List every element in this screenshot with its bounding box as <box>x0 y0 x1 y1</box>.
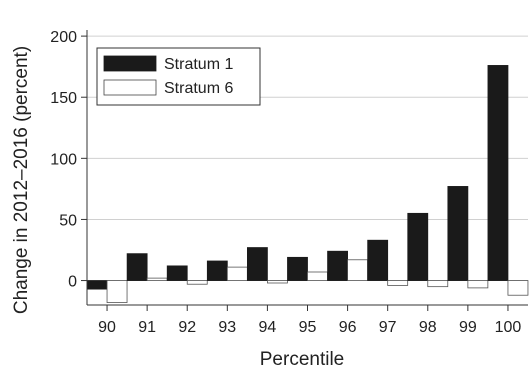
x-tick-label-95: 95 <box>299 319 317 336</box>
bar-stratum-1-95 <box>287 256 308 281</box>
bar-stratum-1-94 <box>247 247 268 281</box>
bar-stratum-6-93 <box>226 266 248 281</box>
x-tick-label-99: 99 <box>459 319 477 336</box>
bar-stratum-6-94 <box>267 280 288 284</box>
bar-stratum-1-93 <box>206 260 228 281</box>
bar-stratum-6-99 <box>467 280 489 289</box>
bars <box>86 65 529 303</box>
bar-stratum-1-90 <box>86 280 108 290</box>
bar-stratum-1-92 <box>166 265 188 281</box>
bar-stratum-1-98 <box>407 212 429 281</box>
legend-label-stratum-6: Stratum 6 <box>164 80 233 97</box>
x-tick-label-96: 96 <box>339 319 357 336</box>
y-tick-label-100: 100 <box>50 151 77 168</box>
y-tick-label-0: 0 <box>68 274 77 291</box>
x-tick-label-92: 92 <box>178 319 196 336</box>
x-tick-label-94: 94 <box>259 319 277 336</box>
y-tick-label-200: 200 <box>50 29 77 46</box>
bar-stratum-1-99 <box>447 186 469 281</box>
legend-swatch-stratum-1 <box>103 55 157 72</box>
y-tick-label-150: 150 <box>50 90 77 107</box>
axes: 0 50 100 150 200 90 91 92 93 94 95 96 97 98 99 100 <box>50 29 528 336</box>
x-tick-label-97: 97 <box>379 319 397 336</box>
x-tick-label-93: 93 <box>218 319 236 336</box>
bar-stratum-6-90 <box>106 280 128 303</box>
x-tick-label-98: 98 <box>419 319 437 336</box>
x-axis-title: Percentile <box>260 349 345 370</box>
bar-stratum-6-97 <box>387 280 409 286</box>
bar-stratum-6-100 <box>507 280 529 296</box>
bar-stratum-1-91 <box>126 253 148 281</box>
x-tick-label-90: 90 <box>98 319 116 336</box>
bar-stratum-1-96 <box>327 250 348 281</box>
bar-stratum-6-91 <box>146 277 168 281</box>
bar-stratum-6-95 <box>307 271 328 281</box>
bar-stratum-6-98 <box>427 280 449 288</box>
y-tick-label-50: 50 <box>59 212 77 229</box>
bar-stratum-6-92 <box>186 280 208 285</box>
legend-label-stratum-1: Stratum 1 <box>164 56 233 73</box>
bar-stratum-1-100 <box>487 65 509 281</box>
x-tick-label-91: 91 <box>138 319 156 336</box>
bar-stratum-1-97 <box>367 239 389 281</box>
x-tick-label-100: 100 <box>495 319 522 336</box>
y-axis-title: Change in 2012–2016 (percent) <box>11 46 32 314</box>
legend: Stratum 1 Stratum 6 <box>96 47 261 106</box>
legend-swatch-stratum-6 <box>103 79 157 96</box>
bar-stratum-6-96 <box>347 259 368 281</box>
